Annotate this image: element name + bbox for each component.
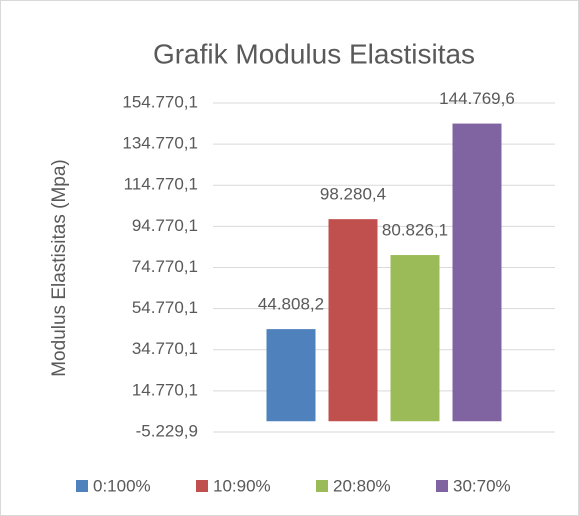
bar <box>452 123 502 422</box>
legend-swatch <box>316 480 328 492</box>
value-label: 80.826,1 <box>382 221 448 240</box>
y-tick-label: 74.770,1 <box>132 257 198 276</box>
y-tick-label: -5.229,9 <box>136 421 198 440</box>
legend-swatch <box>196 480 208 492</box>
value-label: 44.808,2 <box>258 295 324 314</box>
bar <box>328 219 378 422</box>
legend-label: 30:70% <box>453 476 511 495</box>
legend-label: 20:80% <box>333 476 391 495</box>
y-tick-label: 54.770,1 <box>132 298 198 317</box>
y-tick-label: 134.770,1 <box>122 134 198 153</box>
chart-title: Grafik Modulus Elastisitas <box>153 38 475 69</box>
legend-swatch <box>76 480 88 492</box>
y-tick-label: 94.770,1 <box>132 216 198 235</box>
legend-swatch <box>436 480 448 492</box>
y-tick-label: 34.770,1 <box>132 339 198 358</box>
legend-label: 0:100% <box>93 476 151 495</box>
bar <box>266 329 316 422</box>
value-label: 98.280,4 <box>320 185 386 204</box>
legend-label: 10:90% <box>213 476 271 495</box>
y-tick-label: 154.770,1 <box>122 92 198 111</box>
y-axis-label: Modulus Elastisitas (Mpa) <box>49 159 70 377</box>
y-tick-label: 114.770,1 <box>124 175 198 194</box>
value-label: 144.769,6 <box>439 89 515 108</box>
bar <box>390 255 440 422</box>
y-tick-label: 14.770,1 <box>132 380 198 399</box>
